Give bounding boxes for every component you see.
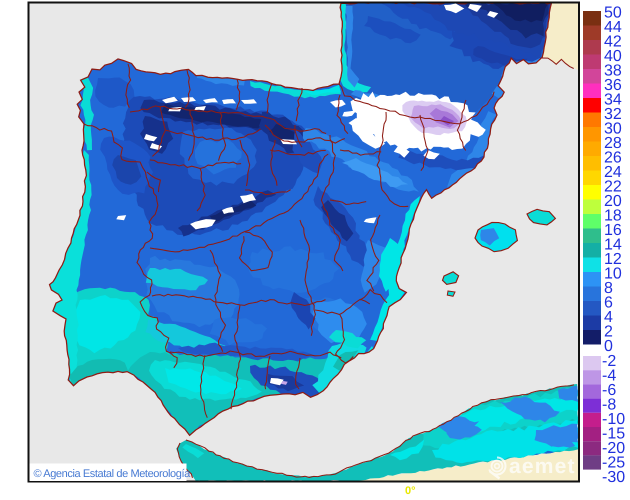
svg-text:-15: -15 (602, 426, 625, 443)
svg-text:40: 40 (604, 48, 622, 65)
svg-text:6: 6 (604, 295, 613, 312)
svg-text:14: 14 (604, 237, 622, 254)
svg-text:44: 44 (604, 19, 622, 36)
svg-text:-20: -20 (602, 440, 625, 457)
svg-text:30: 30 (604, 121, 622, 138)
svg-text:0: 0 (604, 338, 613, 355)
svg-text:42: 42 (604, 34, 622, 51)
svg-text:aemet: aemet (509, 455, 576, 478)
svg-text:28: 28 (604, 135, 622, 152)
svg-text:-4: -4 (602, 367, 616, 384)
svg-text:0°: 0° (405, 485, 416, 497)
svg-text:-30: -30 (602, 469, 625, 486)
svg-text:22: 22 (604, 179, 622, 196)
svg-text:-8: -8 (602, 396, 616, 413)
svg-text:10: 10 (604, 266, 622, 283)
svg-text:4: 4 (604, 309, 613, 326)
svg-text:-2: -2 (602, 353, 616, 370)
svg-text:© Agencia Estatal de Meteorolo: © Agencia Estatal de Meteorología (34, 468, 192, 480)
svg-text:38: 38 (604, 63, 622, 80)
svg-text:8: 8 (604, 280, 613, 297)
svg-text:36: 36 (604, 77, 622, 94)
svg-text:26: 26 (604, 150, 622, 167)
svg-text:-10: -10 (602, 411, 625, 428)
svg-text:34: 34 (604, 92, 622, 109)
svg-text:20: 20 (604, 193, 622, 210)
svg-text:32: 32 (604, 106, 622, 123)
svg-text:-25: -25 (602, 455, 625, 472)
svg-text:18: 18 (604, 208, 622, 225)
svg-text:-6: -6 (602, 382, 616, 399)
svg-text:16: 16 (604, 222, 622, 239)
svg-text:50: 50 (604, 5, 622, 22)
svg-text:24: 24 (604, 164, 622, 181)
svg-text:2: 2 (604, 324, 613, 341)
svg-text:12: 12 (604, 251, 622, 268)
